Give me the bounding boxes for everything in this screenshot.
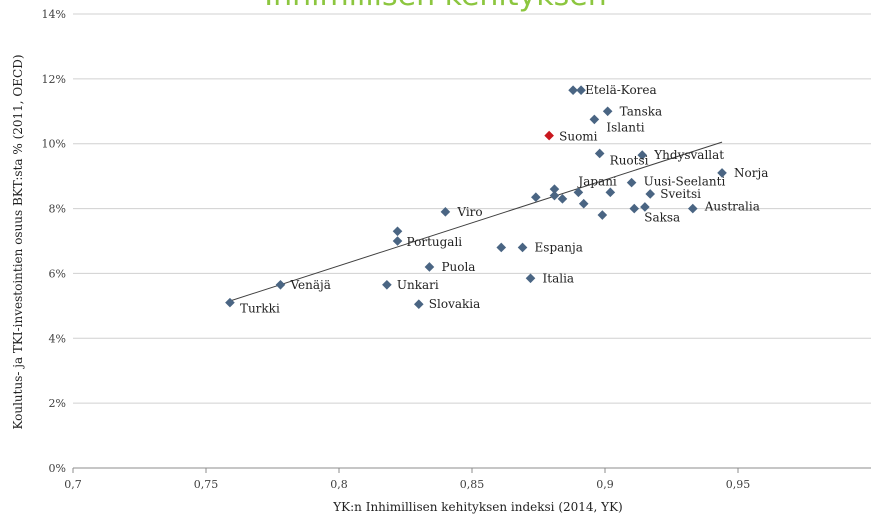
point-label: Puola xyxy=(441,260,475,274)
data-point xyxy=(544,130,554,141)
point-label: Espanja xyxy=(535,240,583,254)
data-point xyxy=(517,242,528,253)
point-label: Viro xyxy=(456,205,482,219)
data-point xyxy=(392,236,403,246)
data-point xyxy=(549,184,560,194)
point-label: Suomi xyxy=(559,130,598,144)
data-point xyxy=(637,150,648,160)
data-point xyxy=(440,207,451,217)
point-label: Etelä-Korea xyxy=(585,83,657,97)
x-tick-label: 0,95 xyxy=(726,478,751,491)
axes: 0% 2% 4% 6% 8% 10% 12% 14% 0,7 0,75 0,8 0,85 0,9 0,95 xyxy=(42,8,871,491)
x-axis-title: YK:n Inhimillisen kehityksen indeksi (20… xyxy=(332,500,623,514)
data-point xyxy=(225,297,235,308)
point-label: Uusi-Seelanti xyxy=(644,175,726,189)
point-label: Islanti xyxy=(606,120,644,134)
data-point xyxy=(589,114,600,125)
y-tick-label: 8% xyxy=(49,203,66,216)
x-tick-label: 0,8 xyxy=(330,478,348,491)
y-tick-label: 6% xyxy=(49,267,66,280)
point-label: Venäjä xyxy=(289,278,330,292)
data-point xyxy=(275,279,286,290)
point-label: Ruotsi xyxy=(610,153,649,167)
data-point xyxy=(576,85,586,96)
x-tick-label: 0,75 xyxy=(194,478,219,491)
y-tick-label: 14% xyxy=(42,8,66,21)
data-point xyxy=(525,273,536,284)
data-point xyxy=(645,189,656,199)
data-point xyxy=(424,262,435,272)
trendline-group xyxy=(229,141,723,302)
point-label: Portugali xyxy=(407,235,463,249)
point-label: Tanska xyxy=(620,104,663,118)
data-point xyxy=(557,194,568,204)
point-label: Turkki xyxy=(240,302,280,316)
data-point xyxy=(573,187,584,198)
data-point xyxy=(605,187,616,198)
y-tick-label: 4% xyxy=(49,332,66,345)
chart-title: Inhimillisen kehityksen xyxy=(0,0,871,13)
point-label: Yhdysvallat xyxy=(653,148,724,162)
data-point xyxy=(578,198,589,209)
data-point xyxy=(568,85,578,96)
data-point xyxy=(626,177,637,188)
data-point xyxy=(640,202,650,212)
grid-lines xyxy=(73,13,871,404)
data-point xyxy=(414,299,424,310)
point-label: Italia xyxy=(543,271,575,285)
data-point xyxy=(594,148,605,159)
point-label: Unkari xyxy=(397,278,439,292)
point-label: Norja xyxy=(734,166,768,180)
data-point xyxy=(549,190,560,201)
data-point xyxy=(717,168,727,178)
x-tick-label: 0,7 xyxy=(64,478,82,491)
data-point xyxy=(602,106,613,117)
y-tick-label: 10% xyxy=(42,138,66,151)
trendline xyxy=(229,141,723,302)
data-point xyxy=(687,203,698,214)
y-axis-title: Koulutus- ja TKI-investointien osuus BKT… xyxy=(11,54,25,429)
data-point xyxy=(382,279,392,290)
data-point xyxy=(531,192,541,203)
data-point xyxy=(496,242,507,253)
y-tick-label: 2% xyxy=(49,397,66,410)
point-label: Sveitsi xyxy=(660,187,701,201)
x-tick-label: 0,9 xyxy=(596,478,614,491)
data-points xyxy=(225,85,727,310)
data-point xyxy=(392,226,403,237)
point-label: Australia xyxy=(704,200,760,214)
y-tick-label: 12% xyxy=(42,73,66,86)
data-point xyxy=(629,203,640,214)
point-label: Saksa xyxy=(644,211,680,225)
x-tick-label: 0,85 xyxy=(460,478,485,491)
data-point xyxy=(597,210,608,220)
y-tick-label: 0% xyxy=(49,462,66,475)
point-label: Japani xyxy=(576,174,617,188)
point-labels: Etelä-Korea Tanska Islanti Suomi Ruotsi Yhdys… xyxy=(240,83,768,315)
point-label: Slovakia xyxy=(429,297,480,311)
